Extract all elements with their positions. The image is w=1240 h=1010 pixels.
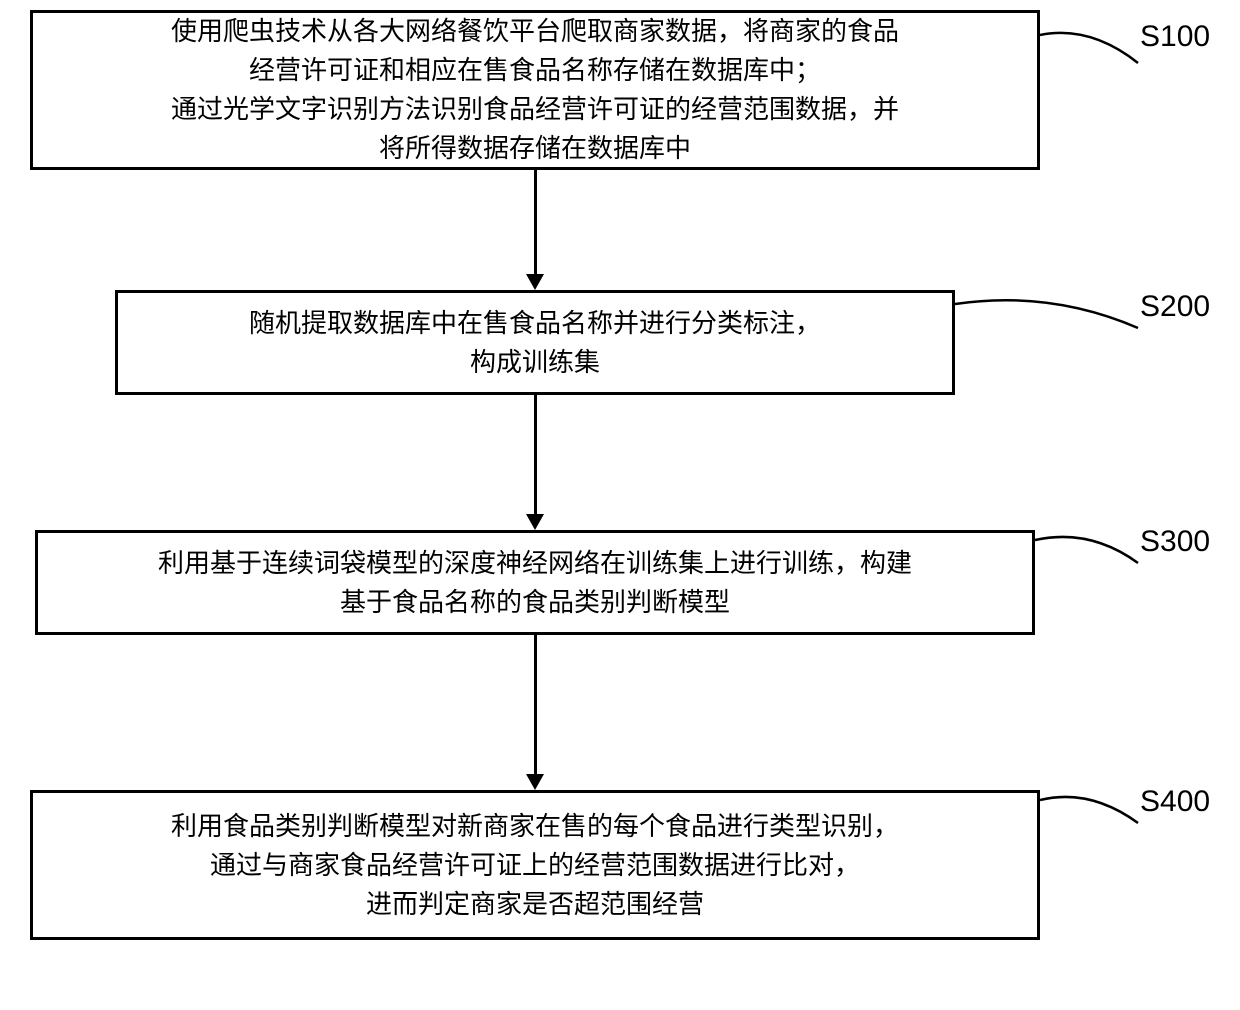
flowchart-container: 使用爬虫技术从各大网络餐饮平台爬取商家数据，将商家的食品 经营许可证和相应在售食… — [0, 0, 1240, 1010]
step-s300-box: 利用基于连续词袋模型的深度神经网络在训练集上进行训练，构建 基于食品名称的食品类… — [35, 530, 1035, 635]
connector-s300 — [1035, 528, 1140, 578]
arrow-s100-s200-head — [526, 274, 544, 290]
step-s100-label: S100 — [1140, 20, 1210, 54]
step-s100-text-3: 通过光学文字识别方法识别食品经营许可证的经营范围数据，并 — [171, 90, 899, 129]
step-s400-text-2: 通过与商家食品经营许可证上的经营范围数据进行比对， — [210, 846, 860, 885]
step-s400-text-3: 进而判定商家是否超范围经营 — [366, 885, 704, 924]
step-s200-box: 随机提取数据库中在售食品名称并进行分类标注， 构成训练集 — [115, 290, 955, 395]
arrow-s300-s400-head — [526, 774, 544, 790]
step-s100-text-4: 将所得数据存储在数据库中 — [379, 129, 691, 168]
step-s100-text-1: 使用爬虫技术从各大网络餐饮平台爬取商家数据，将商家的食品 — [171, 12, 899, 51]
connector-s200 — [955, 292, 1140, 342]
step-s400-label: S400 — [1140, 785, 1210, 819]
step-s400-box: 利用食品类别判断模型对新商家在售的每个食品进行类型识别， 通过与商家食品经营许可… — [30, 790, 1040, 940]
step-s100-box: 使用爬虫技术从各大网络餐饮平台爬取商家数据，将商家的食品 经营许可证和相应在售食… — [30, 10, 1040, 170]
arrow-s300-s400-line — [534, 635, 537, 774]
arrow-s100-s200-line — [534, 170, 537, 274]
step-s300-text-2: 基于食品名称的食品类别判断模型 — [340, 583, 730, 622]
connector-s400 — [1040, 788, 1140, 838]
arrow-s200-s300-head — [526, 514, 544, 530]
step-s300-text-1: 利用基于连续词袋模型的深度神经网络在训练集上进行训练，构建 — [158, 544, 912, 583]
arrow-s200-s300-line — [534, 395, 537, 514]
connector-s100 — [1040, 25, 1140, 75]
step-s300-label: S300 — [1140, 525, 1210, 559]
step-s200-text-1: 随机提取数据库中在售食品名称并进行分类标注， — [249, 304, 821, 343]
step-s400-text-1: 利用食品类别判断模型对新商家在售的每个食品进行类型识别， — [171, 807, 899, 846]
step-s200-text-2: 构成训练集 — [470, 343, 600, 382]
step-s200-label: S200 — [1140, 290, 1210, 324]
step-s100-text-2: 经营许可证和相应在售食品名称存储在数据库中； — [249, 51, 821, 90]
